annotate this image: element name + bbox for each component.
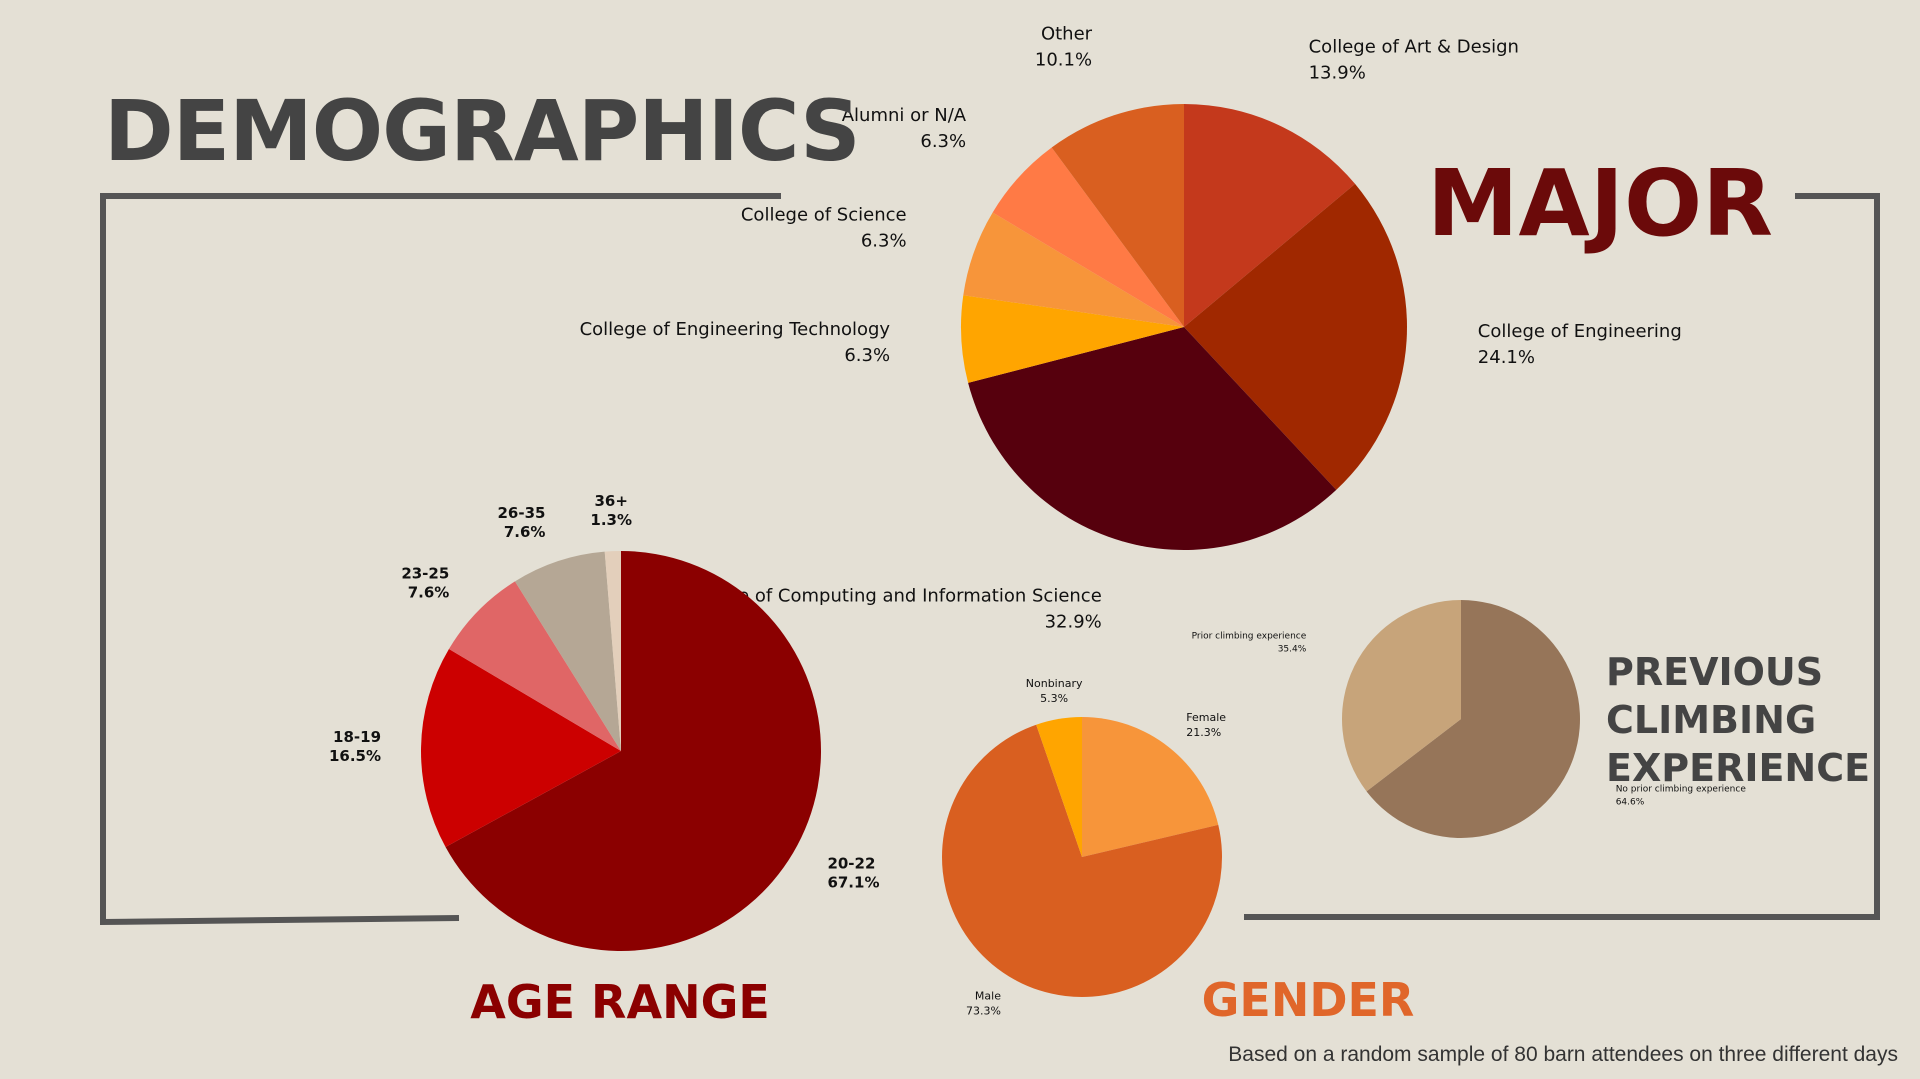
slice-label-name: 36+ [594,492,627,510]
chart-title: GENDER [1201,973,1415,1027]
pie-slice [1184,183,1407,490]
chart-title: MAJOR [1426,150,1774,257]
slice-label-value: 24.1% [1478,347,1535,368]
slice-label: College of Computing and Information Sci… [682,586,1102,633]
pie-slice [963,212,1184,327]
slice-label-value: 6.3% [861,231,907,252]
chart-title: PREVIOUS CLIMBING EXPERIENCE [1606,650,1871,790]
pie-slice [942,724,1222,997]
slice-label-value: 10.1% [1035,49,1092,70]
slice-label-name: 23-25 [401,564,449,582]
page-title: DEMOGRAPHICS [104,82,861,180]
pie-slice [1051,104,1184,327]
pie-slice [604,551,621,751]
slice-label-name: College of Art & Design [1309,36,1519,57]
slice-label: College of Art & Design 13.9% [1309,36,1519,83]
pie-slice [1184,104,1356,327]
slice-label-name: 20-22 [827,854,875,872]
pie-slice [1036,717,1082,857]
slice-label-value: 67.1% [827,873,879,891]
slice-label: Nonbinary 5.3% [1026,677,1083,705]
slice-label-name: College of Engineering [1478,321,1682,342]
pie-slice [448,581,621,751]
slice-label-name: 26-35 [497,504,545,522]
slice-label-name: 18-19 [333,728,381,746]
slice-label: 26-357.6% [497,504,545,541]
bracket [100,193,781,926]
slice-label-name: No prior climbing experience [1616,784,1747,794]
slice-label-value: 21.3% [1186,726,1221,739]
pie-slice [421,649,621,847]
slice-label-value: 16.5% [329,747,381,765]
pie-slice [445,551,821,952]
pie-slice [968,327,1337,550]
pie-slice [1366,600,1580,838]
slice-label: Prior climbing experience 35.4% [1192,632,1307,655]
slice-label-name: Alumni or N/A [842,105,967,126]
pie-slice [1082,717,1219,857]
slice-label: Alumni or N/A 6.3% [842,105,967,152]
slice-label-value: 35.4% [1278,645,1307,655]
slice-label-name: College of Computing and Information Sci… [682,586,1102,607]
slice-label-name: Nonbinary [1026,677,1083,690]
slice-label-value: 73.3% [966,1005,1001,1018]
pie-slice [514,551,621,751]
slice-label-value: 7.6% [504,523,546,541]
slice-label-name: College of Engineering Technology [580,319,891,340]
slice-label-value: 32.9% [1045,612,1102,633]
slice-label: No prior climbing experience 64.6% [1616,784,1747,807]
slice-label-name: College of Science [741,205,907,226]
footnote: Based on a random sample of 80 barn atte… [1228,1043,1898,1066]
slice-label-value: 13.9% [1309,62,1366,83]
slice-label-value: 6.3% [844,345,890,366]
slice-label: 36+1.3% [590,492,632,529]
pie-slice [992,147,1184,327]
slice-label-name: Prior climbing experience [1192,632,1307,642]
slice-label-value: 5.3% [1040,692,1068,705]
slice-label-name: Female [1186,711,1226,724]
slice-label-value: 1.3% [590,511,632,529]
pie-slice [961,295,1184,383]
slice-label-name: Male [975,990,1001,1003]
slice-label: Female 21.3% [1186,711,1226,739]
pie-slice [1342,600,1461,792]
bracket [1244,193,1880,920]
slice-label: 23-257.6% [401,564,449,601]
slice-label: Other 10.1% [1035,23,1093,70]
chart-title: AGE RANGE [470,975,770,1029]
slice-label-value: 7.6% [408,583,450,601]
slice-label-value: 64.6% [1616,797,1645,807]
slice-label: College of Engineering 24.1% [1478,321,1682,368]
slice-label: Male 73.3% [966,990,1001,1018]
slice-label-name: Other [1041,23,1093,44]
slice-label: College of Engineering Technology 6.3% [580,319,891,366]
slice-label: College of Science 6.3% [741,205,907,252]
slice-label-value: 6.3% [920,131,966,152]
